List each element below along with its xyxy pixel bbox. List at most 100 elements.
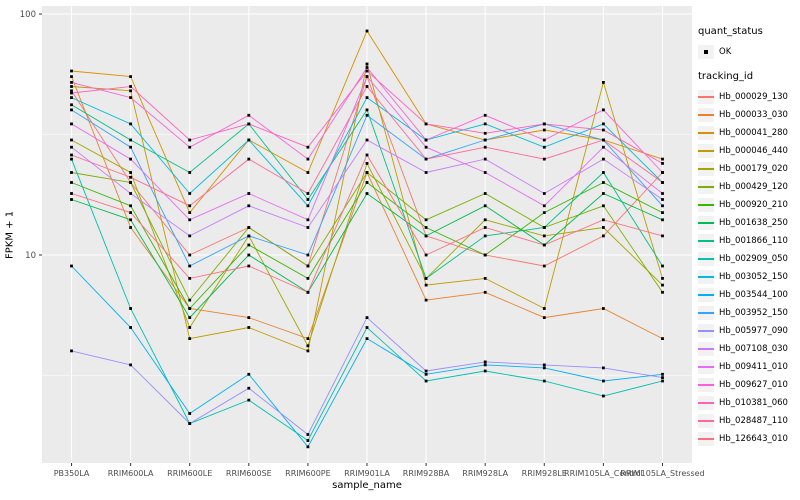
data-point	[70, 81, 73, 84]
data-point	[424, 277, 428, 280]
data-point	[306, 277, 310, 280]
data-point	[661, 157, 664, 161]
data-point	[661, 162, 664, 165]
data-point	[661, 379, 664, 383]
data-point	[247, 204, 251, 208]
legend-item-label: Hb_007108_030	[719, 344, 788, 354]
data-point	[188, 277, 192, 280]
legend-item-label: Hb_003952_150	[719, 308, 788, 318]
series-points-Hb_010381_060	[70, 69, 664, 165]
x-tick-label: RRIM600LA	[108, 469, 154, 478]
data-point	[247, 122, 251, 126]
data-point	[365, 138, 369, 142]
legend-item-tracking-id: Hb_000033_030	[698, 106, 798, 124]
data-point	[542, 204, 546, 208]
data-point	[661, 277, 664, 280]
line-icon	[698, 168, 714, 170]
data-point	[129, 89, 132, 93]
legend-title-quant-status: quant_status	[698, 26, 763, 37]
data-point	[424, 157, 428, 161]
data-point	[661, 264, 664, 268]
data-point	[424, 138, 428, 142]
series-key-icon	[698, 306, 714, 320]
data-point	[365, 113, 369, 117]
data-point	[188, 412, 192, 415]
data-point	[602, 157, 605, 161]
data-point	[661, 198, 664, 201]
line-icon	[698, 132, 714, 134]
legend-item-label: Hb_010381_060	[719, 398, 788, 408]
data-point	[483, 157, 487, 161]
data-point	[542, 157, 546, 161]
data-point	[247, 113, 251, 117]
data-point	[306, 264, 310, 268]
data-point	[661, 376, 664, 379]
legend-item-label: Hb_000046_440	[719, 146, 788, 156]
data-point	[424, 372, 428, 376]
legend-item-tracking-id: Hb_003544_100	[698, 286, 798, 304]
data-point	[424, 283, 428, 287]
legend-item-tracking-id: Hb_000029_130	[698, 88, 798, 106]
data-point	[129, 122, 132, 126]
data-point	[70, 85, 73, 88]
legend-item-tracking-id: Hb_001638_250	[698, 214, 798, 232]
data-point	[661, 234, 664, 238]
data-point	[602, 366, 605, 370]
data-point	[424, 226, 428, 229]
data-point	[661, 192, 664, 195]
data-point	[483, 145, 487, 149]
data-point	[483, 253, 487, 257]
data-point	[483, 234, 487, 238]
x-tick-label: RRIM928BA	[403, 469, 450, 478]
data-point	[306, 439, 310, 442]
data-point	[602, 138, 605, 142]
data-point	[542, 264, 546, 268]
data-point	[247, 386, 251, 390]
data-point	[365, 69, 369, 73]
data-point	[247, 157, 251, 161]
data-point	[129, 181, 132, 184]
data-point	[188, 204, 192, 208]
legend-item-label: Hb_000041_280	[719, 128, 788, 138]
series-key-icon	[698, 180, 714, 194]
data-point	[602, 234, 605, 238]
data-point	[365, 337, 369, 340]
data-point	[188, 253, 192, 257]
data-point	[542, 234, 546, 238]
data-point	[365, 181, 369, 184]
data-point	[602, 171, 605, 174]
series-key-icon	[698, 216, 714, 230]
data-point	[483, 113, 487, 117]
data-point	[129, 226, 132, 229]
data-point	[129, 326, 132, 329]
data-point	[483, 131, 487, 135]
data-point	[365, 75, 369, 78]
data-point	[70, 264, 73, 268]
data-point	[542, 145, 546, 149]
data-point	[542, 307, 546, 310]
legend-item-tracking-id: Hb_000046_440	[698, 142, 798, 160]
legend-item-label: Hb_000179_020	[719, 164, 788, 174]
line-icon	[698, 294, 714, 296]
data-point	[542, 316, 546, 319]
series-key-icon	[698, 126, 714, 140]
data-point	[247, 243, 251, 247]
y-axis-title: FPKM + 1	[4, 210, 16, 260]
data-point	[602, 128, 605, 132]
data-point	[247, 226, 251, 229]
data-point	[306, 192, 310, 195]
data-point	[483, 290, 487, 294]
data-point	[661, 290, 664, 294]
line-icon	[698, 348, 714, 350]
legend-item-label: OK	[719, 47, 732, 57]
data-point	[483, 369, 487, 373]
data-point	[661, 181, 664, 184]
series-key-icon	[698, 396, 714, 410]
data-point	[602, 192, 605, 195]
data-point	[483, 363, 487, 367]
x-tick-label: RRIM105LA_Stressed	[620, 469, 704, 478]
line-icon	[698, 420, 714, 422]
data-point	[306, 157, 310, 161]
legend-item-tracking-id: Hb_000429_120	[698, 178, 798, 196]
